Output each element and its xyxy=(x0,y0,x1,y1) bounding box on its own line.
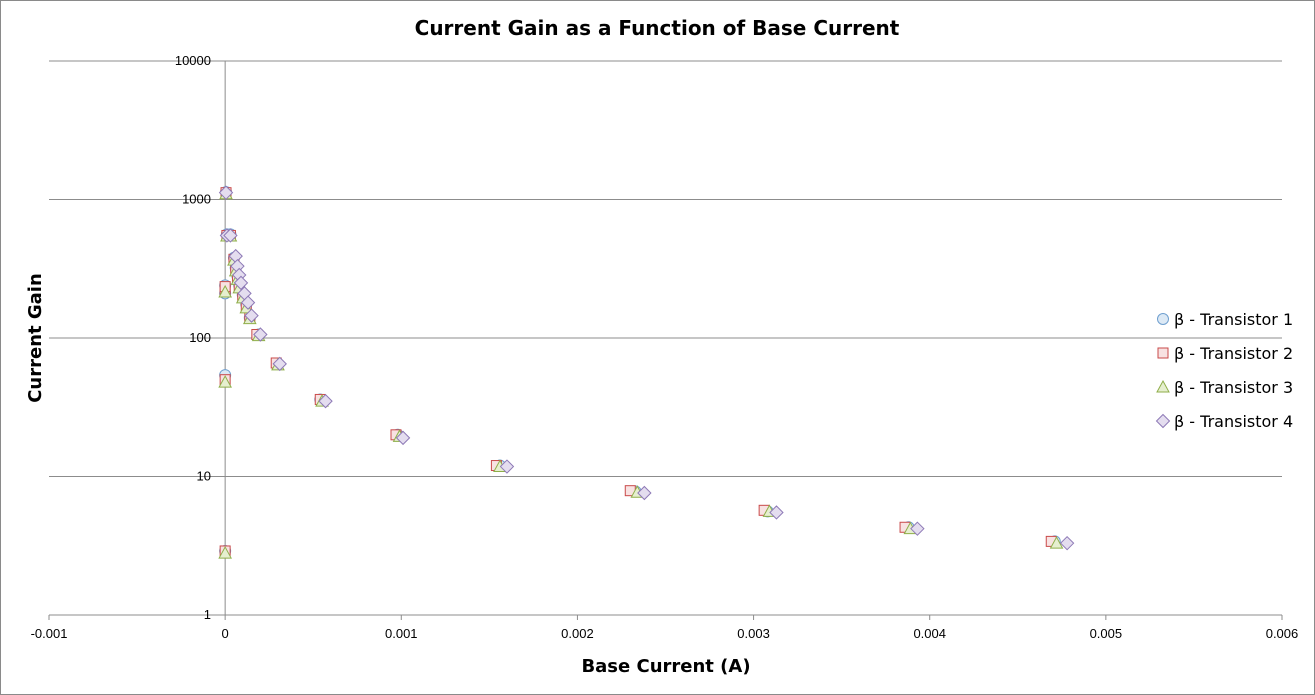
x-axis-title: Base Current (A) xyxy=(581,656,750,677)
data-point xyxy=(637,485,652,501)
x-tick-label: 0.005 xyxy=(1090,626,1123,641)
data-point xyxy=(395,430,411,446)
legend-item: β - Transistor 3 xyxy=(1156,378,1293,397)
data-point xyxy=(233,275,249,291)
chart-title: Current Gain as a Function of Base Curre… xyxy=(415,16,900,40)
x-tick-label: 0.002 xyxy=(561,626,594,641)
series-1 xyxy=(219,186,1061,557)
series-3 xyxy=(218,186,1064,559)
data-points xyxy=(218,185,1075,559)
data-point xyxy=(244,308,259,323)
data-point xyxy=(218,185,234,200)
data-point xyxy=(769,505,784,520)
data-point xyxy=(910,521,925,536)
legend-marker xyxy=(1156,379,1170,393)
legend-item: β - Transistor 1 xyxy=(1157,310,1293,329)
x-tick-label: 0.004 xyxy=(913,626,946,641)
data-point xyxy=(272,356,287,372)
series-4 xyxy=(218,185,1075,551)
x-tick-label: 0.006 xyxy=(1266,626,1299,641)
legend: β - Transistor 1 β - Transistor 2 β - Tran… xyxy=(1155,310,1293,431)
legend-item: β - Transistor 4 xyxy=(1155,412,1293,431)
x-tick-label: -0.001 xyxy=(31,626,68,641)
y-tick-label: 1000 xyxy=(182,192,211,207)
legend-label: β - Transistor 1 xyxy=(1174,310,1293,329)
legend-marker xyxy=(1155,413,1171,429)
data-point xyxy=(218,546,232,559)
x-tick-label: 0.003 xyxy=(737,626,770,641)
data-point xyxy=(253,327,268,342)
y-tick-label: 10000 xyxy=(175,53,211,68)
legend-label: β - Transistor 4 xyxy=(1174,412,1293,431)
data-point xyxy=(499,459,515,474)
y-tick-label: 1 xyxy=(204,607,211,622)
y-axis-title: Current Gain xyxy=(25,273,46,403)
axes xyxy=(48,60,1283,620)
series-2 xyxy=(219,187,1057,557)
legend-marker xyxy=(1157,313,1169,325)
data-point xyxy=(1059,535,1075,551)
data-point xyxy=(1049,536,1064,549)
data-point xyxy=(240,295,256,310)
data-point xyxy=(218,375,232,388)
x-tick-label: 0.001 xyxy=(385,626,418,641)
data-point xyxy=(318,393,333,409)
y-tick-label: 10 xyxy=(197,469,211,484)
legend-label: β - Transistor 3 xyxy=(1174,378,1293,397)
tick-labels: 1 10 100 1000 10000 -0.001 0 0.001 0.002 0.003 0.0… xyxy=(31,53,1299,641)
y-tick-label: 100 xyxy=(189,330,211,345)
legend-marker xyxy=(1157,347,1169,359)
legend-label: β - Transistor 2 xyxy=(1174,344,1293,363)
data-point xyxy=(223,228,238,243)
legend-item: β - Transistor 2 xyxy=(1157,344,1293,363)
data-point xyxy=(218,284,232,298)
x-tick-label: 0 xyxy=(222,626,229,641)
